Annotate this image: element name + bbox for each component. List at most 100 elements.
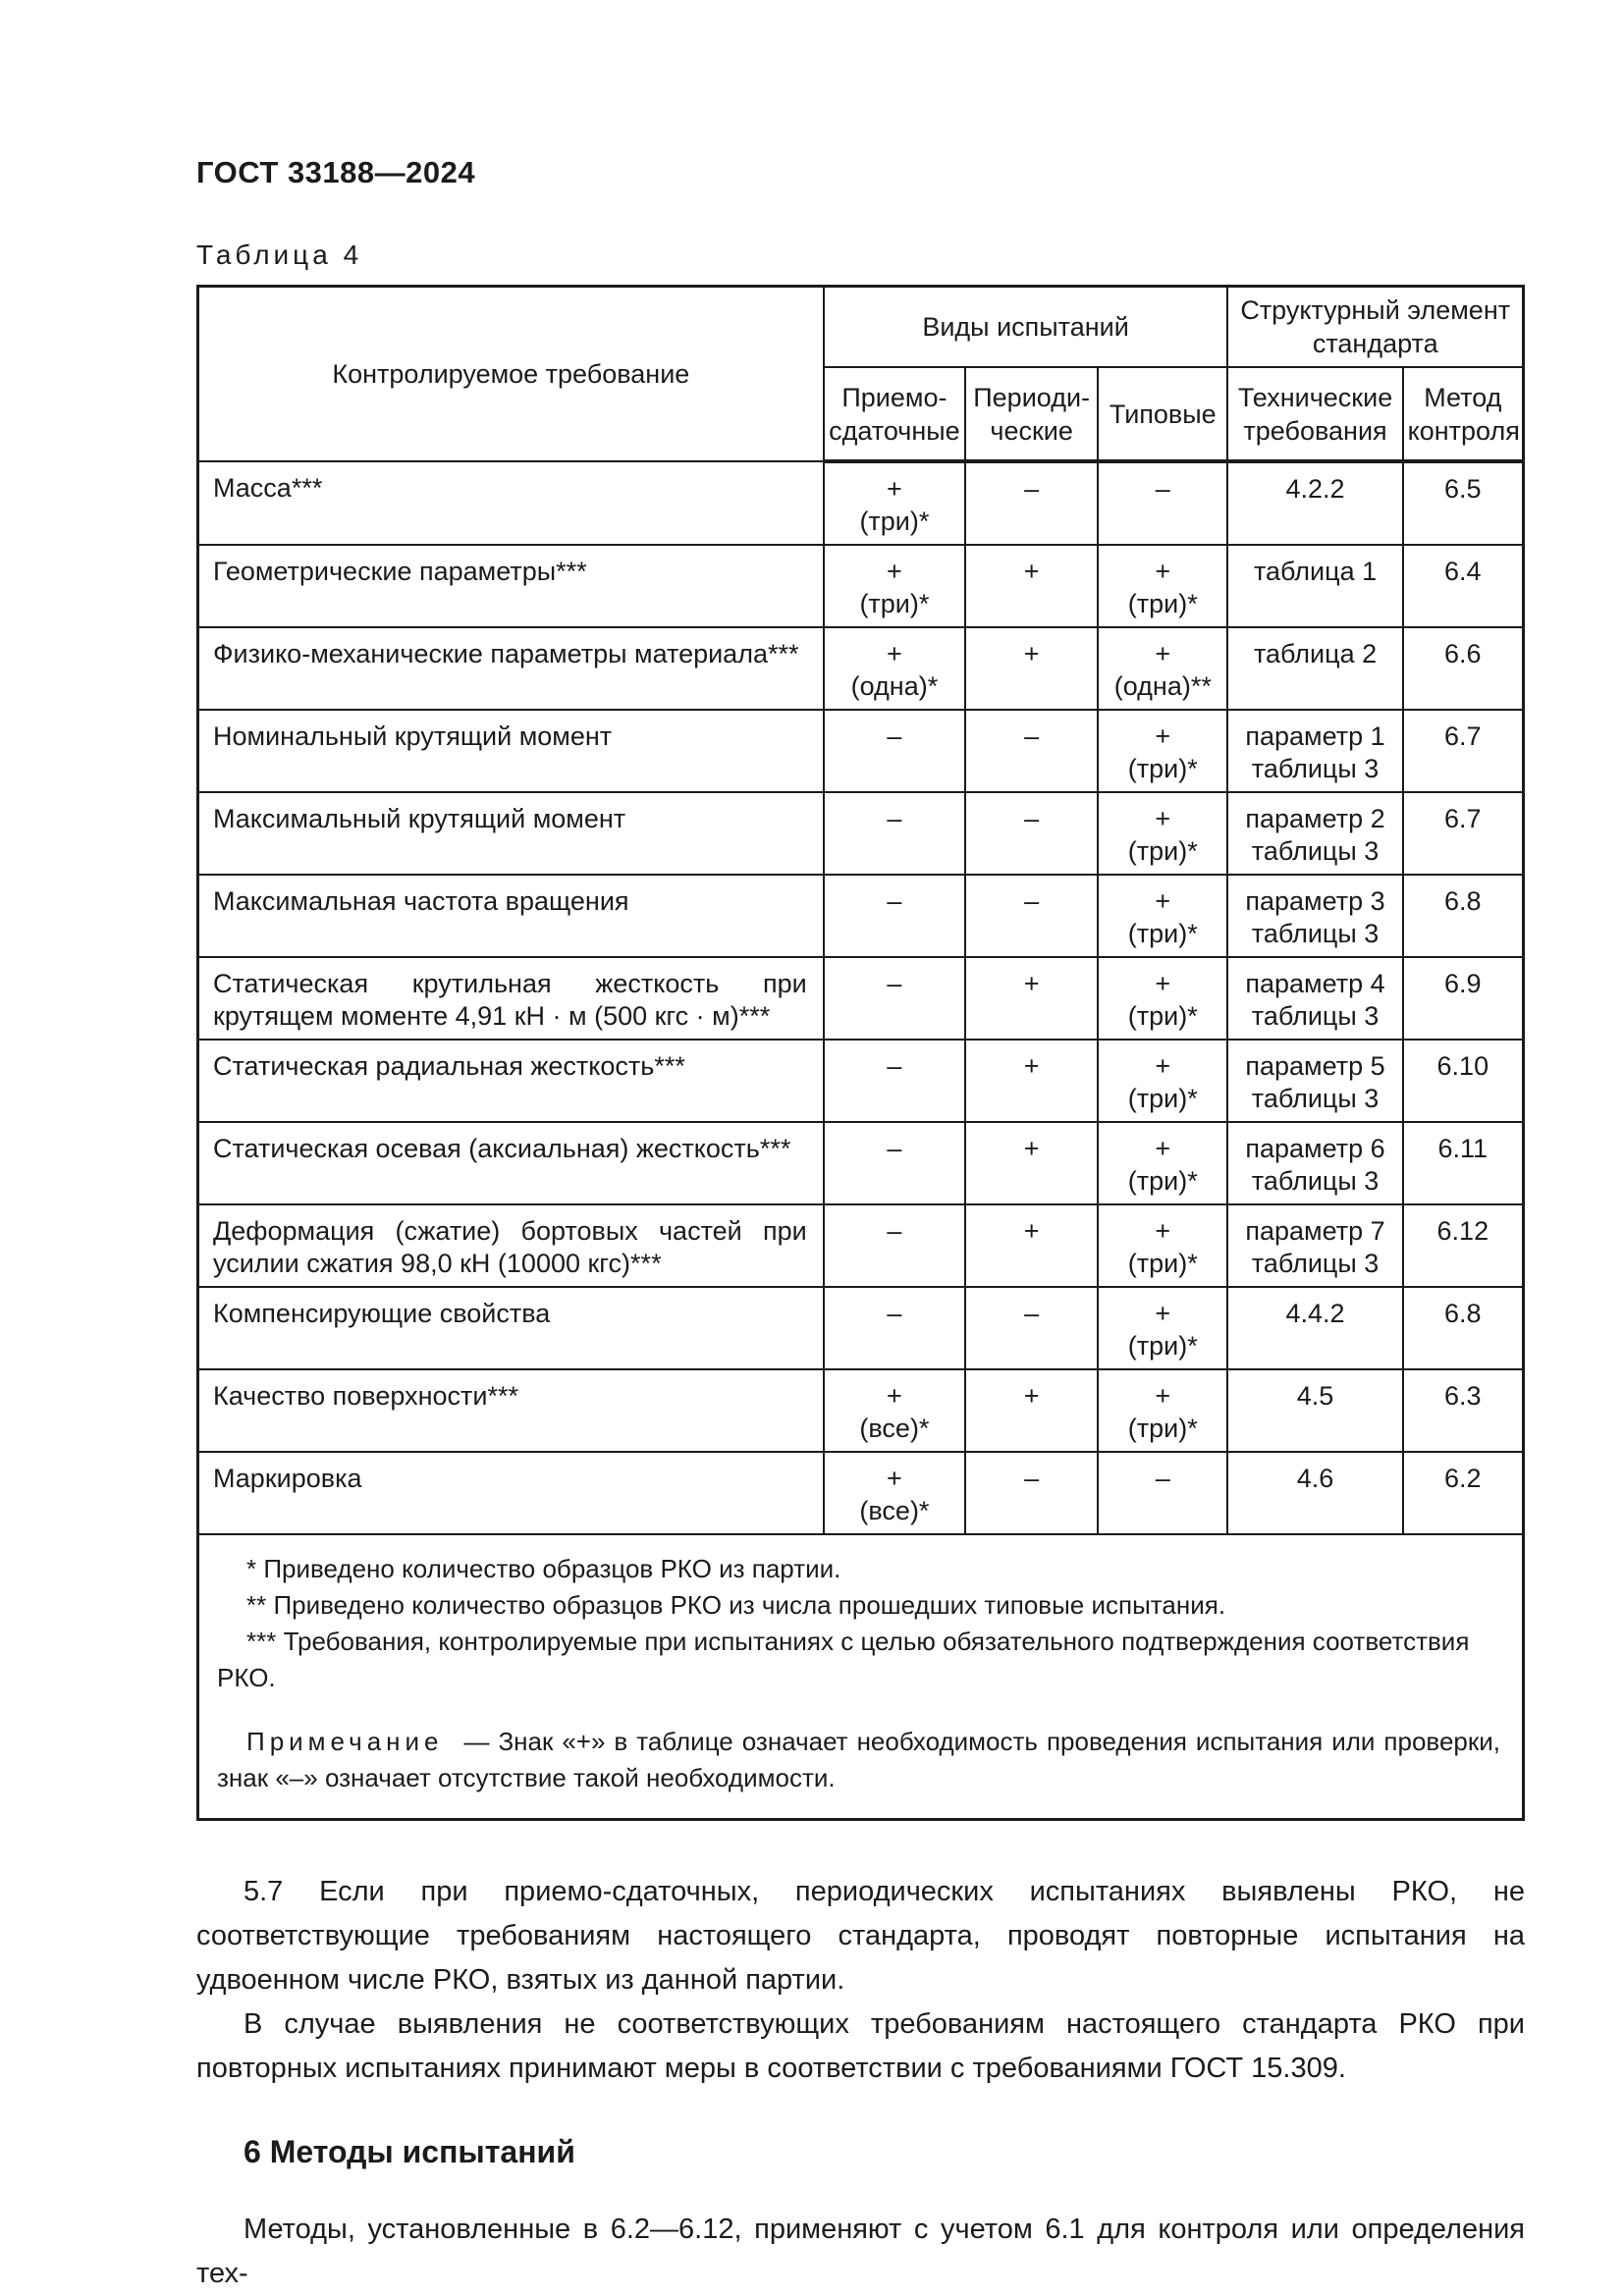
- cell-requirement: Компенсирующие свойства: [196, 1286, 825, 1370]
- table-note-label: Примечание: [246, 1727, 444, 1756]
- cell-periodic: +: [964, 1121, 1100, 1205]
- cell-type: + (три)*: [1097, 709, 1229, 793]
- cell-tech: параметр 7 таблицы 3: [1226, 1203, 1404, 1288]
- cell-periodic: +: [964, 956, 1100, 1041]
- header-type-tests: Типовые: [1097, 366, 1229, 463]
- table-row: Статическая крутильная жесткость при кру…: [196, 956, 1525, 1041]
- cell-method: 6.10: [1401, 1039, 1525, 1123]
- table-row: Максимальная частота вращения – – + (три…: [196, 874, 1525, 958]
- footnote-3: *** Требования, контролируемые при испыт…: [217, 1627, 1470, 1692]
- cell-method: 6.12: [1401, 1203, 1525, 1288]
- cell-method: 6.8: [1401, 1286, 1525, 1370]
- table-row: Максимальный крутящий момент – – + (три)…: [196, 791, 1525, 876]
- cell-acceptance: –: [822, 1203, 967, 1288]
- cell-acceptance: –: [822, 1039, 967, 1123]
- cell-method: 6.4: [1401, 544, 1525, 628]
- cell-tech: 4.5: [1226, 1368, 1404, 1453]
- cell-tech: таблица 1: [1226, 544, 1404, 628]
- cell-requirement: Статическая радиальная жесткость***: [196, 1039, 825, 1123]
- cell-method: 6.2: [1401, 1451, 1525, 1535]
- cell-periodic: +: [964, 544, 1100, 628]
- cell-tech: параметр 2 таблицы 3: [1226, 791, 1404, 876]
- cell-periodic: –: [964, 1286, 1100, 1370]
- cell-requirement: Физико-механические параметры материала*…: [196, 626, 825, 711]
- table-row: Статическая радиальная жесткость*** – + …: [196, 1039, 1525, 1123]
- paragraph-5-7-continued: В случае выявления не соответствующих тр…: [196, 2008, 1525, 2084]
- paragraph-5-7: 5.7 Если при приемо-сдаточных, периодиче…: [196, 1876, 1525, 1996]
- cell-periodic: –: [964, 1451, 1100, 1535]
- cell-acceptance: + (все)*: [822, 1451, 967, 1535]
- cell-requirement: Качество поверхности***: [196, 1368, 825, 1453]
- header-tech-req: Технические требования: [1226, 366, 1404, 463]
- cell-type: + (три)*: [1097, 544, 1229, 628]
- cell-type: –: [1097, 1451, 1229, 1535]
- cell-requirement: Масса***: [196, 460, 825, 546]
- cell-acceptance: + (три)*: [822, 460, 967, 546]
- cell-type: + (три)*: [1097, 1286, 1229, 1370]
- cell-periodic: –: [964, 460, 1100, 546]
- table-row: Статическая осевая (аксиальная) жесткост…: [196, 1121, 1525, 1205]
- table-note-text: — Знак «+» в таблице означает необходимо…: [217, 1727, 1500, 1792]
- cell-type: –: [1097, 460, 1229, 546]
- cell-type: + (одна)**: [1097, 626, 1229, 711]
- table-footnotes-row: * Приведено количество образцов РКО из п…: [196, 1533, 1525, 1821]
- table-caption: Таблица 4: [196, 240, 363, 270]
- cell-tech: параметр 3 таблицы 3: [1226, 874, 1404, 958]
- cell-method: 6.7: [1401, 791, 1525, 876]
- table-header-group-row: Контролируемое требование Виды испытаний…: [196, 285, 1525, 462]
- cell-method: 6.7: [1401, 709, 1525, 793]
- cell-periodic: –: [964, 709, 1100, 793]
- cell-method: 6.6: [1401, 626, 1525, 711]
- table-row: Номинальный крутящий момент – – + (три)*…: [196, 709, 1525, 793]
- cell-tech: параметр 6 таблицы 3: [1226, 1121, 1404, 1205]
- cell-requirement: Максимальная частота вращения: [196, 874, 825, 958]
- cell-tech: параметр 5 таблицы 3: [1226, 1039, 1404, 1123]
- cell-requirement: Статическая осевая (аксиальная) жесткост…: [196, 1121, 825, 1205]
- header-control-method: Метод контроля: [1401, 366, 1525, 463]
- cell-periodic: +: [964, 1039, 1100, 1123]
- header-requirement: Контролируемое требование: [196, 285, 825, 462]
- cell-periodic: –: [964, 874, 1100, 958]
- cell-acceptance: –: [822, 791, 967, 876]
- table-row: Геометрические параметры*** + (три)* + +…: [196, 544, 1525, 628]
- footnote-2: ** Приведено количество образцов РКО из …: [246, 1590, 1226, 1620]
- cell-method: 6.8: [1401, 874, 1525, 958]
- doc-number: ГОСТ 33188—2024: [196, 155, 476, 189]
- cell-requirement: Деформация (сжатие) бортовых частей при …: [196, 1203, 825, 1288]
- cell-tech: 4.4.2: [1226, 1286, 1404, 1370]
- cell-requirement: Номинальный крутящий момент: [196, 709, 825, 793]
- table-footnotes-cell: * Приведено количество образцов РКО из п…: [196, 1533, 1525, 1821]
- cell-method: 6.5: [1401, 460, 1525, 546]
- header-standard-group: Структурный элемент стандарта: [1226, 285, 1525, 368]
- cell-requirement: Маркировка: [196, 1451, 825, 1535]
- cell-tech: параметр 4 таблицы 3: [1226, 956, 1404, 1041]
- cell-requirement: Статическая крутильная жесткость при кру…: [196, 956, 825, 1041]
- cell-periodic: +: [964, 1203, 1100, 1288]
- header-tests-group: Виды испытаний: [822, 285, 1229, 368]
- cell-type: + (три)*: [1097, 1368, 1229, 1453]
- cell-tech: 4.6: [1226, 1451, 1404, 1535]
- cell-method: 6.9: [1401, 956, 1525, 1041]
- cell-type: + (три)*: [1097, 1039, 1229, 1123]
- cell-acceptance: –: [822, 1286, 967, 1370]
- header-acceptance: Приемо- сдаточные: [822, 366, 967, 463]
- cell-periodic: +: [964, 626, 1100, 711]
- cell-tech: 4.2.2: [1226, 460, 1404, 546]
- table-note: Примечание — Знак «+» в таблице означает…: [217, 1724, 1500, 1796]
- cell-type: + (три)*: [1097, 956, 1229, 1041]
- paragraph-6-intro: Методы, установленные в 6.2—6.12, примен…: [196, 2214, 1525, 2289]
- cell-acceptance: –: [822, 874, 967, 958]
- cell-acceptance: + (одна)*: [822, 626, 967, 711]
- cell-acceptance: –: [822, 956, 967, 1041]
- table-row: Качество поверхности*** + (все)* + + (тр…: [196, 1368, 1525, 1453]
- cell-acceptance: –: [822, 1121, 967, 1205]
- header-periodic: Периоди- ческие: [964, 366, 1100, 463]
- table-row: Физико-механические параметры материала*…: [196, 626, 1525, 711]
- table-row: Маркировка + (все)* – – 4.6 6.2: [196, 1451, 1525, 1535]
- table-row: Масса*** + (три)* – – 4.2.2 6.5: [196, 460, 1525, 546]
- cell-acceptance: + (три)*: [822, 544, 967, 628]
- cell-type: + (три)*: [1097, 1203, 1229, 1288]
- table-header-sub-row: Приемо- сдаточные Периоди- ческие Типовы…: [198, 366, 1525, 463]
- cell-tech: параметр 1 таблицы 3: [1226, 709, 1404, 793]
